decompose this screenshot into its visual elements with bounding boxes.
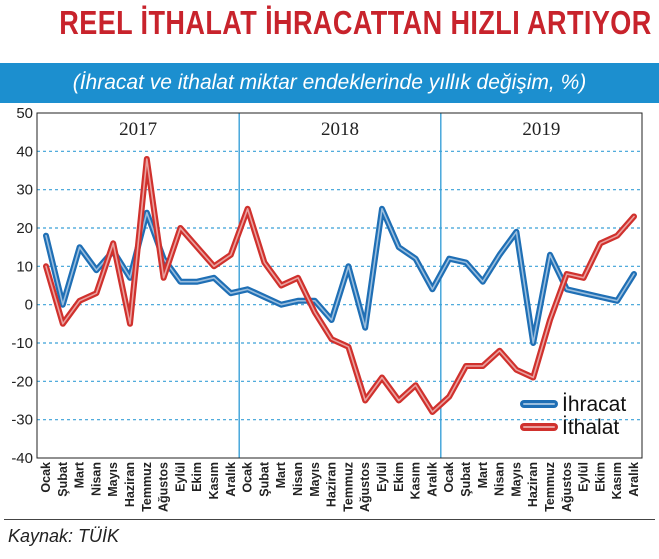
x-tick-label: Haziran: [526, 462, 540, 507]
series-ihracat: [43, 205, 637, 346]
y-tick-label: -10: [11, 335, 33, 352]
x-tick-label: Aralık: [627, 462, 641, 497]
y-tick-label: 50: [16, 105, 33, 122]
y-tick-label: -20: [11, 373, 33, 390]
x-tick-label: Şubat: [459, 461, 473, 497]
x-tick-label: Kasım: [610, 462, 624, 500]
x-tick-label: Ekim: [593, 462, 607, 492]
x-tick-label: Ağustos: [358, 462, 372, 512]
y-tick-label: 30: [16, 182, 33, 199]
x-tick-label: Ekim: [190, 462, 204, 492]
x-tick-label: Haziran: [325, 462, 339, 507]
series-line-highlight: [45, 208, 635, 344]
x-tick-label: Temmuz: [140, 462, 154, 512]
legend-item: İhracat: [520, 393, 626, 416]
x-tick-label: Ekim: [392, 462, 406, 492]
x-tick-label: Mayıs: [509, 462, 523, 497]
x-tick-label: Mart: [274, 461, 288, 488]
year-label: 2019: [522, 119, 560, 140]
x-tick-label: Şubat: [257, 461, 271, 497]
x-tick-label: Mart: [476, 461, 490, 488]
legend-label: İthalat: [562, 416, 619, 439]
x-tick-label: Kasım: [207, 462, 221, 500]
x-tick-label: Temmuz: [341, 462, 355, 512]
x-tick-label: Nisan: [89, 462, 103, 496]
series-ithalat: [43, 156, 637, 415]
x-tick-label: Eylül: [173, 462, 187, 492]
x-tick-label: Ocak: [241, 462, 255, 493]
x-tick-label: Eylül: [577, 462, 591, 492]
x-tick-label: Ağustos: [560, 462, 574, 512]
x-tick-label: Temmuz: [543, 462, 557, 512]
legend-label: İhracat: [562, 393, 626, 416]
legend-item: İthalat: [520, 416, 619, 439]
x-tick-label: Mart: [73, 461, 87, 488]
x-tick-label: Ağustos: [157, 462, 171, 512]
year-label: 2017: [119, 119, 157, 140]
x-tick-label: Nisan: [493, 462, 507, 496]
series-layer: [43, 156, 637, 415]
x-tick-label: Mayıs: [106, 462, 120, 497]
subtitle-band: (İhracat ve ithalat miktar endeklerinde …: [0, 63, 659, 103]
y-tick-label: 10: [16, 258, 33, 275]
footer-divider: [4, 519, 655, 520]
series-line-highlight: [45, 158, 635, 413]
y-tick-label: -30: [11, 412, 33, 429]
x-tick-label: Şubat: [56, 461, 70, 497]
year-label: 2018: [321, 119, 359, 140]
y-tick-label: -40: [11, 450, 33, 467]
chart-title: REEL İTHALAT İHRACATTAN HIZLI ARTIYOR: [59, 4, 652, 41]
x-tick-label: Aralık: [425, 462, 439, 497]
x-tick-label: Haziran: [123, 462, 137, 507]
x-tick-label: Mayıs: [308, 462, 322, 497]
x-tick-label: Kasım: [409, 462, 423, 500]
x-tick-label: Nisan: [291, 462, 305, 496]
y-tick-label: 40: [16, 143, 33, 160]
x-tick-label: Ocak: [442, 462, 456, 493]
x-tick-label: Ocak: [39, 462, 53, 493]
y-tick-label: 20: [16, 220, 33, 237]
chart-subtitle: (İhracat ve ithalat miktar endeklerinde …: [72, 71, 587, 94]
x-tick-label: Eylül: [375, 462, 389, 492]
source-note: Kaynak: TÜİK: [8, 526, 120, 546]
plot-frame: [36, 112, 643, 459]
x-tick-label: Aralık: [224, 462, 238, 497]
axis-layer: [36, 112, 643, 459]
y-tick-label: 0: [25, 297, 33, 314]
